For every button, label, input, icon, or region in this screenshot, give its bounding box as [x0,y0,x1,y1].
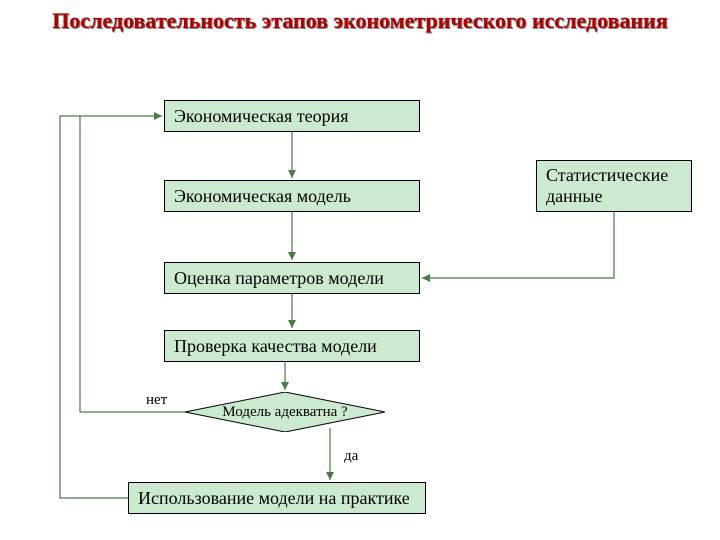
box-check-label: Проверка качества модели [174,336,377,357]
label-no: нет [146,392,167,409]
box-theory-label: Экономическая теория [174,106,349,127]
page-title: Последовательность этапов эконометрическ… [0,8,720,34]
box-use: Использование модели на практике [128,482,426,514]
label-yes: да [344,448,358,465]
box-use-label: Использование модели на практике [138,488,410,509]
box-model: Экономическая модель [164,180,420,212]
box-theory: Экономическая теория [164,100,420,132]
box-estimate: Оценка параметров модели [164,262,420,294]
decision-diamond: Модель адекватна ? [185,392,385,432]
box-model-label: Экономическая модель [174,186,351,207]
box-stats-label: Статистические данные [546,165,682,206]
box-estimate-label: Оценка параметров модели [174,268,384,289]
box-check: Проверка качества модели [164,330,420,362]
decision-label: Модель адекватна ? [222,404,347,421]
box-stats: Статистические данные [536,160,692,212]
